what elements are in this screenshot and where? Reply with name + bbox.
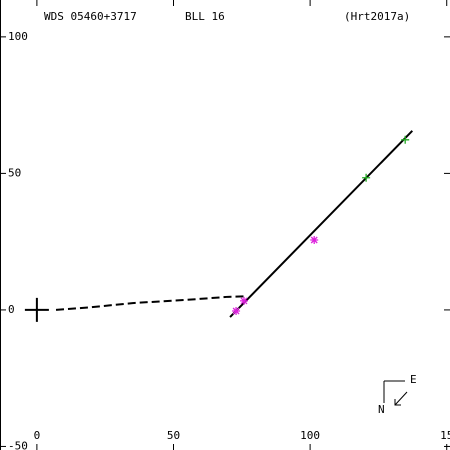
compass-north: N [378, 403, 385, 416]
chart-title: WDS 05460+3717 [44, 10, 137, 23]
measurement-asterisk [310, 236, 319, 245]
measurement-asterisk [239, 296, 248, 305]
x-tick-label: 100 [300, 429, 320, 442]
compass [383, 380, 408, 406]
compass-arrow-head [394, 399, 401, 406]
y-tick-label: -50 [8, 439, 28, 450]
measurement-plus [362, 173, 371, 182]
chart-subtitle: BLL 16 [185, 10, 225, 23]
x-tick-label: 15 [440, 429, 450, 442]
reference: (Hrt2017a) [344, 10, 410, 23]
y-tick-label: 100 [8, 30, 28, 43]
orbit-line [229, 130, 414, 318]
compass-arrow [394, 391, 408, 406]
y-tick-label: 0 [8, 303, 15, 316]
x-tick-label: 50 [167, 429, 180, 442]
measurement-asterisk [232, 307, 241, 316]
residual-line [55, 295, 248, 311]
y-tick-label: 50 [8, 166, 21, 179]
measurement-plus [401, 135, 410, 144]
compass-east: E [410, 373, 417, 386]
x-tick-label: 0 [34, 429, 41, 442]
primary-star [24, 297, 49, 322]
